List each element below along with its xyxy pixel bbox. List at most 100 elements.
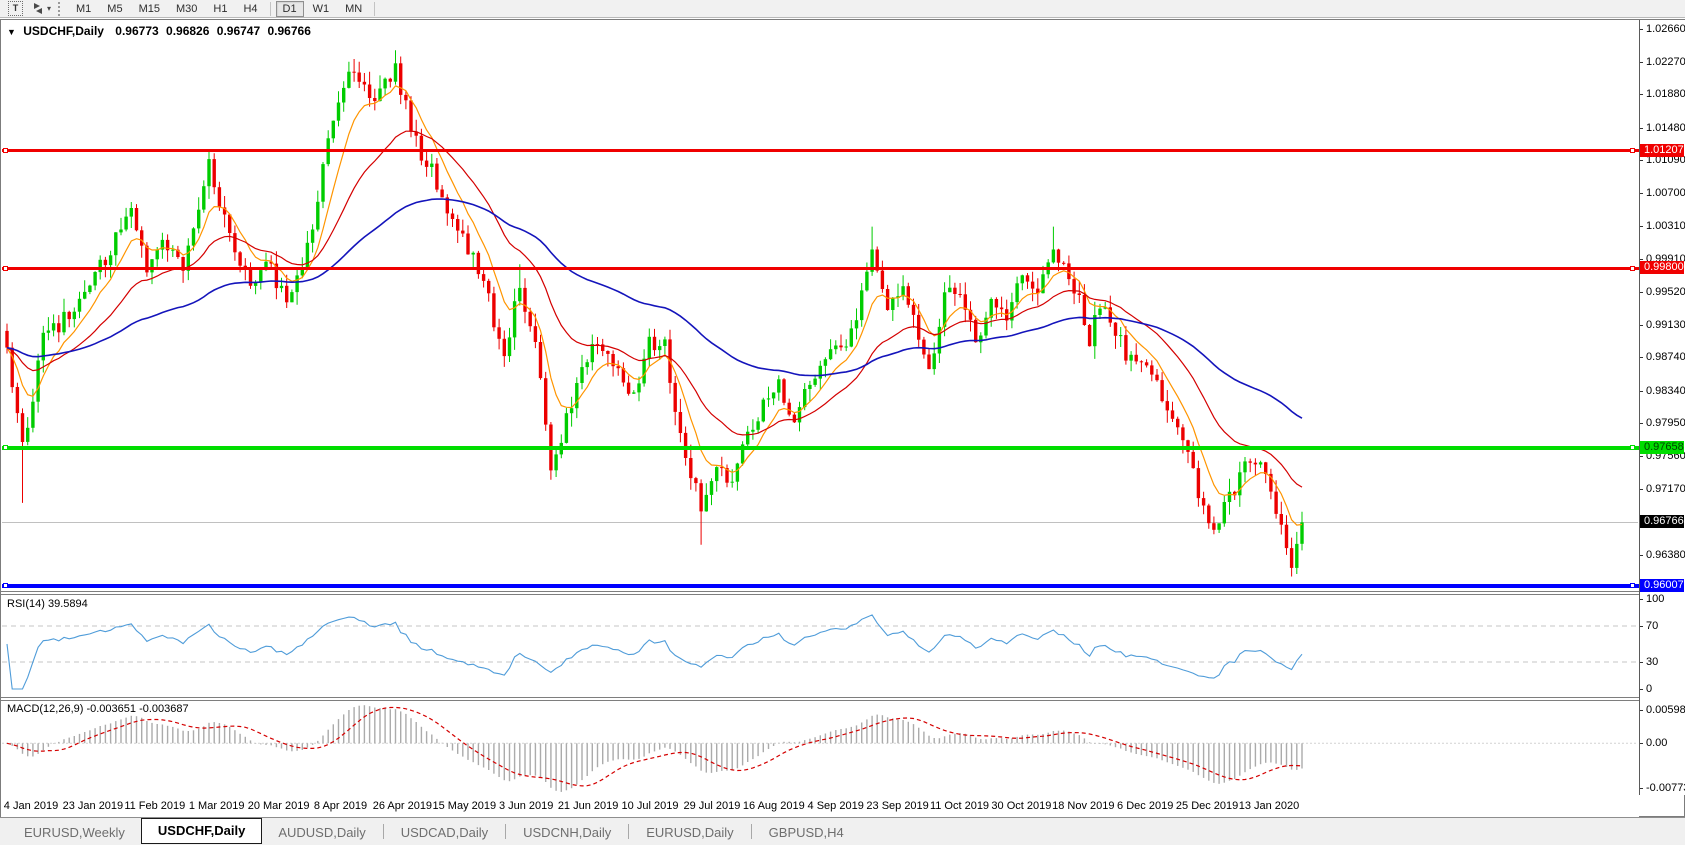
price-axis: 1.02660 1.02270 1.01880 1.01480 1.01090 1.007…: [1639, 20, 1685, 795]
price-tick-label: 0.98340: [1646, 385, 1685, 397]
timeframe-button-w1[interactable]: W1: [312, 2, 330, 15]
rsi-label: RSI(14) 39.5894: [7, 598, 88, 610]
tab-usdcnh-daily[interactable]: USDCNH,Daily: [523, 825, 612, 840]
tab-separator: [505, 824, 507, 839]
hline-endpoint-marker[interactable]: [3, 265, 8, 271]
price-tick-label: 0.97170: [1646, 483, 1685, 495]
axis-tick: [1640, 29, 1643, 30]
axis-tick: [1640, 788, 1643, 789]
axis-tick: [1640, 626, 1643, 627]
axis-tick: [1640, 489, 1643, 490]
ohlc-open: 0.96773: [115, 24, 159, 38]
pane-separator-macd[interactable]: [1, 697, 1639, 701]
price-tick-label: 0.96380: [1646, 549, 1685, 561]
text-tool-icon: T: [8, 1, 23, 16]
tab-separator: [628, 824, 630, 839]
rsi-tick-label: 30: [1646, 656, 1659, 668]
axis-tick: [1640, 94, 1643, 95]
hline-0.96007[interactable]: [2, 583, 1639, 588]
date-tick-label: 26 Apr 2019: [372, 800, 433, 812]
tab-eurusd-daily[interactable]: EURUSD,Daily: [646, 825, 734, 840]
chevron-down-icon: ▾: [47, 4, 52, 13]
date-tick-label: 4 Sep 2019: [807, 800, 864, 812]
arrows-icon: [34, 3, 42, 14]
toolbar-separator: [269, 1, 271, 16]
macd-label: MACD(12,26,9) -0.003651 -0.003687: [7, 703, 189, 715]
timeframe-button-m5[interactable]: M5: [107, 2, 123, 15]
timeframe-button-m30[interactable]: M30: [175, 2, 198, 15]
chart-canvas[interactable]: [1, 20, 1639, 818]
timeframe-button-m1[interactable]: M1: [76, 2, 92, 15]
timeframe-button-m15[interactable]: M15: [138, 2, 160, 15]
hline-price-label: 0.99800: [1640, 261, 1684, 275]
price-tick-label: 1.01090: [1646, 154, 1685, 166]
rsi-tick-label: 70: [1646, 620, 1659, 632]
chart-collapse-icon[interactable]: ▼: [7, 27, 16, 37]
hline-endpoint-marker[interactable]: [1630, 445, 1635, 451]
time-axis: 4 Jan 2019 23 Jan 2019 11 Feb 2019 1 Mar 20…: [1, 795, 1639, 818]
hline-endpoint-marker[interactable]: [1630, 583, 1635, 589]
price-tick-label: 0.98740: [1646, 351, 1685, 363]
hline-endpoint-marker[interactable]: [1630, 265, 1635, 271]
axis-tick: [1640, 423, 1643, 424]
axis-tick: [1640, 689, 1643, 690]
price-tick-label: 1.00700: [1646, 187, 1685, 199]
hline-0.97658[interactable]: [2, 445, 1639, 450]
axis-tick: [1640, 710, 1643, 711]
hline-endpoint-marker[interactable]: [3, 445, 8, 451]
hline-endpoint-marker[interactable]: [3, 583, 8, 589]
hline-endpoint-marker[interactable]: [1630, 148, 1635, 154]
macd-histogram: [6, 705, 1303, 792]
price-tick-label: 1.02270: [1646, 56, 1685, 68]
chart-area[interactable]: 1.02660 1.02270 1.01880 1.01480 1.01090 1.007…: [0, 19, 1685, 818]
date-tick-label: 20 Mar 2019: [247, 800, 310, 812]
timeframe-button-h1[interactable]: H1: [213, 2, 228, 15]
chart-title: ▼ USDCHF,Daily 0.96773 0.96826 0.96747 0…: [7, 24, 311, 38]
date-tick-label: 16 Aug 2019: [742, 800, 805, 812]
axis-tick: [1640, 357, 1643, 358]
date-tick-label: 10 Jul 2019: [621, 800, 679, 812]
axis-tick: [1640, 128, 1643, 129]
hline-1.01207[interactable]: [2, 149, 1639, 153]
date-tick-label: 21 Jun 2019: [557, 800, 619, 812]
toolbar-grip: [58, 1, 63, 16]
axis-tick: [1640, 555, 1643, 556]
rsi-line: [6, 614, 1303, 690]
date-tick-label: 6 Dec 2019: [1117, 800, 1174, 812]
axis-tick: [1640, 662, 1643, 663]
date-tick-label: 4 Jan 2019: [3, 800, 59, 812]
timeframe-button-h4[interactable]: H4: [243, 2, 258, 15]
tab-gbpusd-h4[interactable]: GBPUSD,H4: [768, 825, 844, 840]
date-tick-label: 11 Feb 2019: [124, 800, 186, 812]
date-tick-label: 1 Mar 2019: [188, 800, 245, 812]
tab-eurusd-weekly[interactable]: EURUSD,Weekly: [24, 825, 125, 840]
macd-tick-label: 0.00: [1646, 737, 1668, 749]
date-tick-label: 3 Jun 2019: [498, 800, 554, 812]
hline-price-label: 0.97658: [1640, 440, 1684, 454]
chart-tabbar: EURUSD,Weekly USDCHF,Daily AUDUSD,Daily USD…: [0, 817, 1685, 845]
ohlc-low: 0.96747: [216, 24, 261, 38]
hline-price-label: 1.01207: [1640, 143, 1684, 157]
date-tick-label: 30 Oct 2019: [991, 800, 1052, 812]
text-tool-button[interactable]: T: [5, 1, 26, 16]
date-tick-label: 13 Jan 2020: [1238, 800, 1300, 812]
price-tick-label: 1.00310: [1646, 220, 1685, 232]
timeframe-button-mn[interactable]: MN: [345, 2, 363, 15]
date-tick-label: 8 Apr 2019: [313, 800, 368, 812]
axis-tick: [1640, 259, 1643, 260]
ohlc-high: 0.96826: [166, 24, 210, 38]
timeframe-button-group: M1 M5 M15 M30 H1 H4 D1 W1 MN: [68, 0, 379, 17]
tab-audusd-daily[interactable]: AUDUSD,Daily: [278, 825, 366, 840]
tab-usdchf-daily[interactable]: USDCHF,Daily: [140, 818, 263, 844]
macd-tick-label: -0.007737: [1646, 782, 1685, 794]
tab-usdcad-daily[interactable]: USDCAD,Daily: [400, 825, 489, 840]
arrows-tool-button[interactable]: ▾: [28, 1, 54, 16]
candles-layer: [5, 50, 1304, 577]
axis-tick: [1640, 325, 1643, 326]
hline-endpoint-marker[interactable]: [3, 148, 8, 154]
hline-0.99800[interactable]: [2, 266, 1639, 270]
ma-mid-line: [6, 130, 1303, 488]
pane-separator-rsi[interactable]: [1, 591, 1639, 595]
top-toolbar: T ▾ M1 M5 M15 M30 H1 H4 D1 W1 MN: [0, 0, 1685, 18]
timeframe-button-d1[interactable]: D1: [275, 0, 304, 17]
